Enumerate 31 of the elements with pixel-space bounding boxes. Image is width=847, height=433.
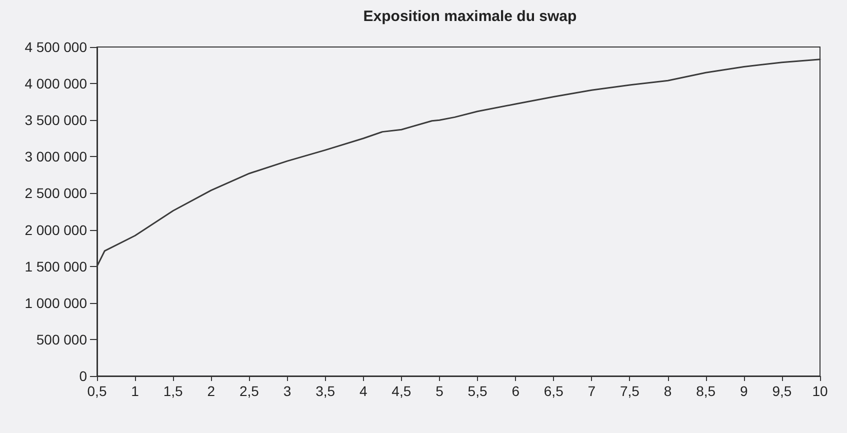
x-tick-label: 9 (740, 383, 748, 399)
x-tick-label: 5,5 (468, 383, 488, 399)
x-tick-label: 4,5 (392, 383, 412, 399)
y-tick-label: 3 500 000 (24, 112, 88, 128)
chart-title: Exposition maximale du swap (363, 8, 577, 25)
y-tick-label: 4 500 000 (24, 39, 88, 55)
x-tick-label: 8,5 (696, 383, 716, 399)
x-tick-label: 0,5 (87, 383, 107, 399)
x-tick-label: 3 (283, 383, 292, 399)
x-tick-label: 5 (436, 383, 444, 399)
x-tick-label: 1,5 (163, 383, 184, 399)
x-tick-label: 7,5 (620, 383, 640, 399)
x-tick-label: 3,5 (316, 383, 336, 399)
y-tick-label: 4 000 000 (24, 76, 88, 92)
x-tick-label: 1 (131, 383, 140, 399)
x-tick-label: 10 (812, 383, 828, 399)
y-tick-label: 500 000 (36, 331, 88, 348)
x-tick-label: 7 (588, 383, 596, 399)
y-tick-label: 0 (79, 368, 88, 384)
x-tick-label: 8 (664, 383, 672, 399)
y-tick-label: 2 000 000 (24, 222, 88, 238)
y-tick-label: 1 500 000 (24, 258, 88, 274)
x-tick-label: 6,5 (544, 383, 564, 399)
y-tick-label: 1 000 000 (24, 294, 88, 311)
x-tick-label: 6 (512, 383, 520, 399)
x-tick-label: 2 (207, 383, 216, 399)
y-tick-label: 2 500 000 (24, 185, 88, 202)
x-tick-label: 9,5 (772, 383, 792, 399)
x-tick-label: 2,5 (239, 383, 260, 399)
x-tick-label: 4 (359, 383, 368, 399)
y-tick-label: 3 000 000 (24, 148, 88, 165)
